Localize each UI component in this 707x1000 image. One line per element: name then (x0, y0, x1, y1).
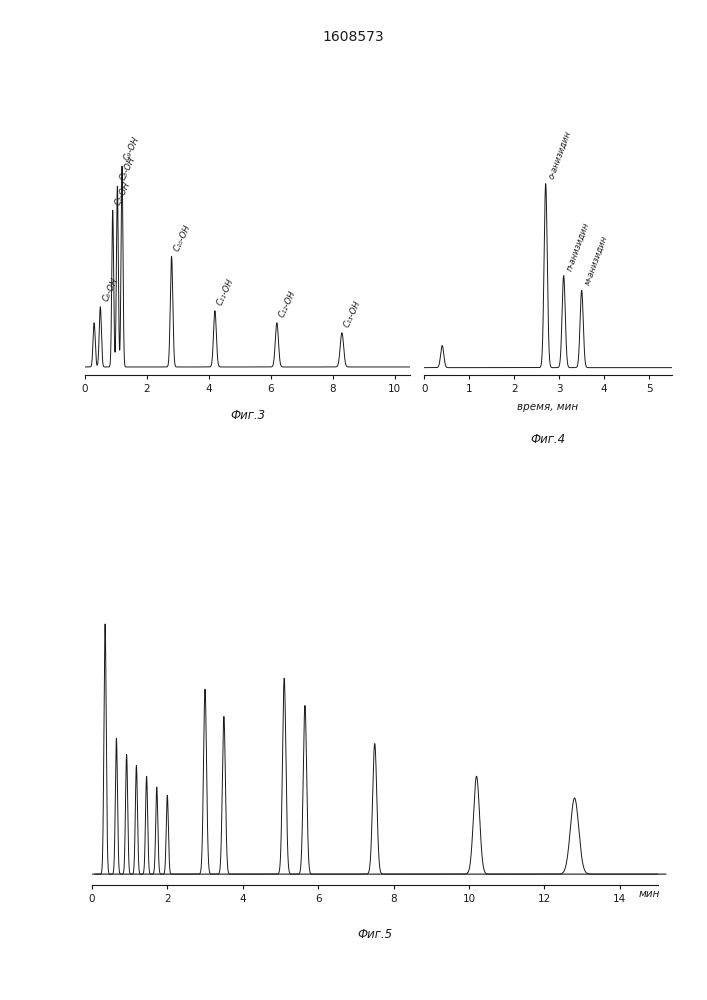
Text: Фиг.4: Фиг.4 (530, 433, 566, 446)
Text: C₁₃-OH: C₁₃-OH (342, 299, 363, 329)
Text: время, мин: время, мин (518, 401, 578, 412)
Text: C₁₂-OH: C₁₂-OH (277, 289, 298, 319)
Text: п-анизидин: п-анизидин (565, 221, 590, 272)
Text: Фиг.3: Фиг.3 (230, 409, 265, 422)
Text: 1608573: 1608573 (322, 30, 385, 44)
Text: C₁₀-OH: C₁₀-OH (173, 223, 192, 253)
Text: C₁₁-OH: C₁₁-OH (216, 277, 235, 307)
Text: C₉-OH: C₉-OH (122, 136, 141, 162)
Text: м-анизидин: м-анизидин (583, 234, 609, 287)
Text: C₈-OH: C₈-OH (118, 156, 136, 182)
Text: C₆-OH: C₆-OH (101, 276, 119, 303)
Text: Фиг.5: Фиг.5 (357, 928, 392, 941)
Text: C₇-OH: C₇-OH (113, 180, 132, 206)
Text: o-анизидин: o-анизидин (547, 129, 573, 180)
Text: мин: мин (638, 889, 660, 899)
